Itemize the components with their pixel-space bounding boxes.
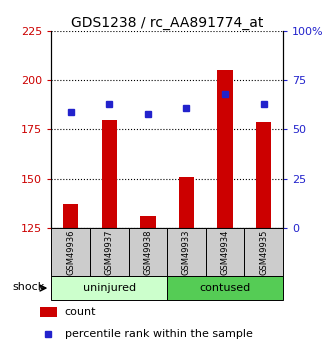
Bar [140,216,156,228]
Bar [102,119,117,228]
Bar [206,228,244,276]
Text: GSM49938: GSM49938 [143,229,152,275]
Bar [51,228,90,276]
Bar [90,228,128,276]
Bar [51,276,167,300]
Text: GSM49936: GSM49936 [66,229,75,275]
Title: GDS1238 / rc_AA891774_at: GDS1238 / rc_AA891774_at [71,16,263,30]
Text: uninjured: uninjured [83,283,136,293]
Bar [256,121,271,228]
Text: GSM49934: GSM49934 [220,229,230,275]
Bar [167,228,206,276]
Text: GSM49935: GSM49935 [259,229,268,275]
Bar [40,307,57,317]
Text: contused: contused [200,283,251,293]
Text: count: count [65,307,96,317]
Text: GSM49937: GSM49937 [105,229,114,275]
Bar [63,204,78,228]
Text: percentile rank within the sample: percentile rank within the sample [65,329,253,339]
Bar [128,228,167,276]
Text: shock: shock [13,282,45,292]
Bar [244,228,283,276]
Bar [217,70,233,228]
Bar [179,177,194,228]
Text: GSM49933: GSM49933 [182,229,191,275]
Bar [167,276,283,300]
